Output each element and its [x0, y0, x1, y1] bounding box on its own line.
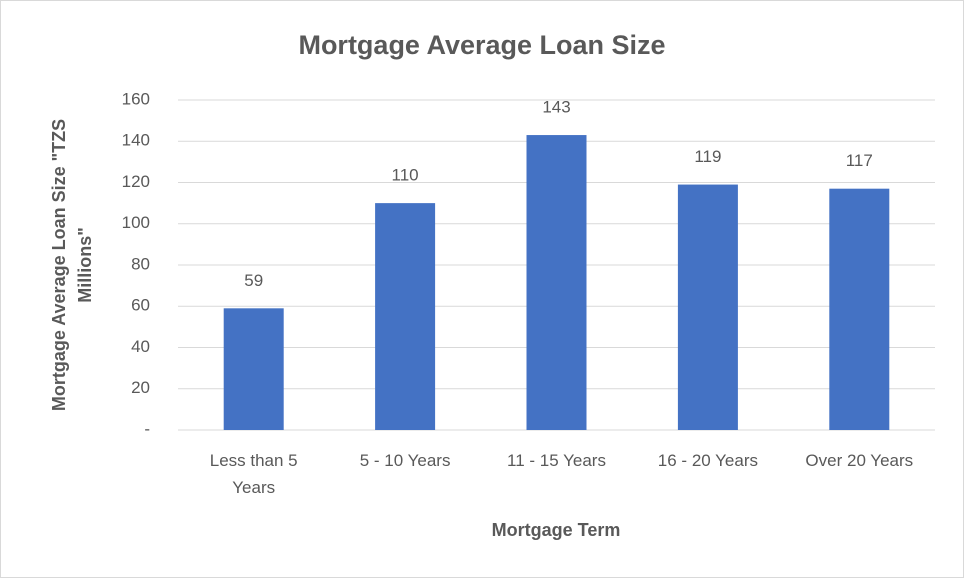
bar [223, 308, 284, 430]
y-tick-label: 160 [122, 89, 150, 108]
value-label: 143 [542, 98, 570, 117]
bar [526, 135, 587, 430]
x-tick-label: Over 20 Years [805, 451, 913, 470]
value-label: 110 [392, 166, 419, 185]
y-axis-title: Mortgage Average Loan Size "TZS Millions" [49, 119, 95, 411]
bar [829, 188, 890, 430]
y-tick-label: - [144, 419, 150, 438]
value-label: 119 [694, 147, 721, 166]
y-tick-label: 120 [122, 172, 150, 191]
y-tick-label: 100 [122, 213, 150, 232]
value-label: 59 [244, 271, 263, 290]
x-tick-label: 11 - 15 Years [507, 451, 606, 470]
y-tick-label: 60 [131, 296, 150, 315]
y-tick-label: 140 [122, 131, 150, 150]
x-tick-label: 5 - 10 Years [360, 451, 451, 470]
x-axis-title: Mortgage Term [492, 520, 621, 540]
bar [375, 203, 436, 430]
bar [677, 184, 738, 430]
y-tick-label: 80 [131, 254, 150, 273]
y-tick-label: 20 [131, 378, 150, 397]
x-tick-label: Less than 5 Years [210, 451, 298, 497]
y-tick-label: 40 [131, 337, 150, 356]
x-tick-label: 16 - 20 Years [658, 451, 758, 470]
chart-title: Mortgage Average Loan Size [298, 30, 665, 60]
value-label: 117 [846, 151, 873, 170]
